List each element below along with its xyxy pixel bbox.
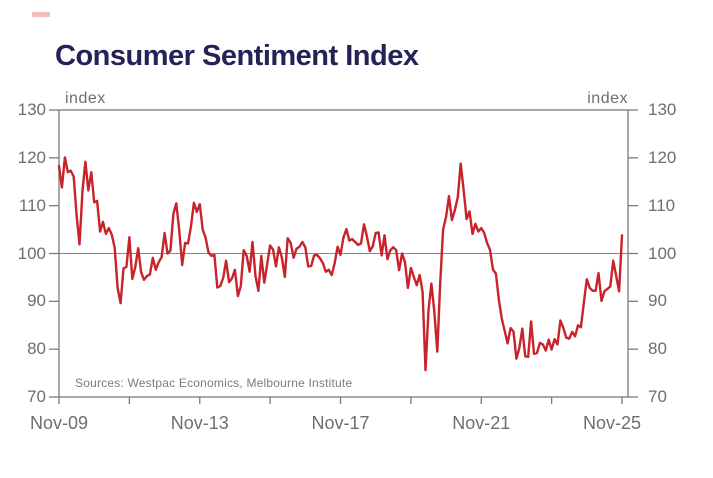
y-axis-label-right: 130 — [648, 100, 677, 119]
x-axis-label: Nov-25 — [582, 413, 642, 433]
y-axis-label-right: 100 — [648, 243, 677, 263]
y-axis-label-left: 90 — [27, 291, 46, 311]
axis-ticks — [49, 109, 638, 404]
y-axis-label-left: 70 — [27, 387, 46, 406]
y-axis-label-left: 110 — [18, 195, 46, 215]
y-axis-label-right: 80 — [648, 339, 667, 359]
y-axis-label-left: 130 — [17, 100, 46, 119]
source-note: Sources: Westpac Economics, Melbourne In… — [75, 376, 353, 390]
sentiment-index-line — [57, 156, 624, 372]
y-axis-label-left: 80 — [27, 339, 46, 359]
y-axis-label-right: 70 — [648, 387, 667, 406]
x-axis-label: Nov-17 — [311, 413, 370, 433]
y-axis-unit-left: index — [65, 90, 106, 107]
y-axis-label-right: 90 — [648, 291, 667, 311]
plot-border — [58, 109, 629, 398]
y-axis-label-right: 110 — [648, 195, 676, 215]
x-axis-label: Nov-21 — [452, 413, 511, 433]
y-axis-label-left: 120 — [17, 147, 46, 167]
y-axis-label-right: 120 — [648, 147, 677, 167]
y-axis-label-left: 100 — [17, 243, 46, 263]
x-axis-label: Nov-13 — [170, 413, 229, 433]
top-left-red-dash — [32, 12, 50, 17]
x-axis-label: Nov-09 — [29, 413, 89, 433]
page-title: Consumer Sentiment Index — [55, 40, 419, 73]
y-axis-unit-right: index — [587, 90, 628, 107]
